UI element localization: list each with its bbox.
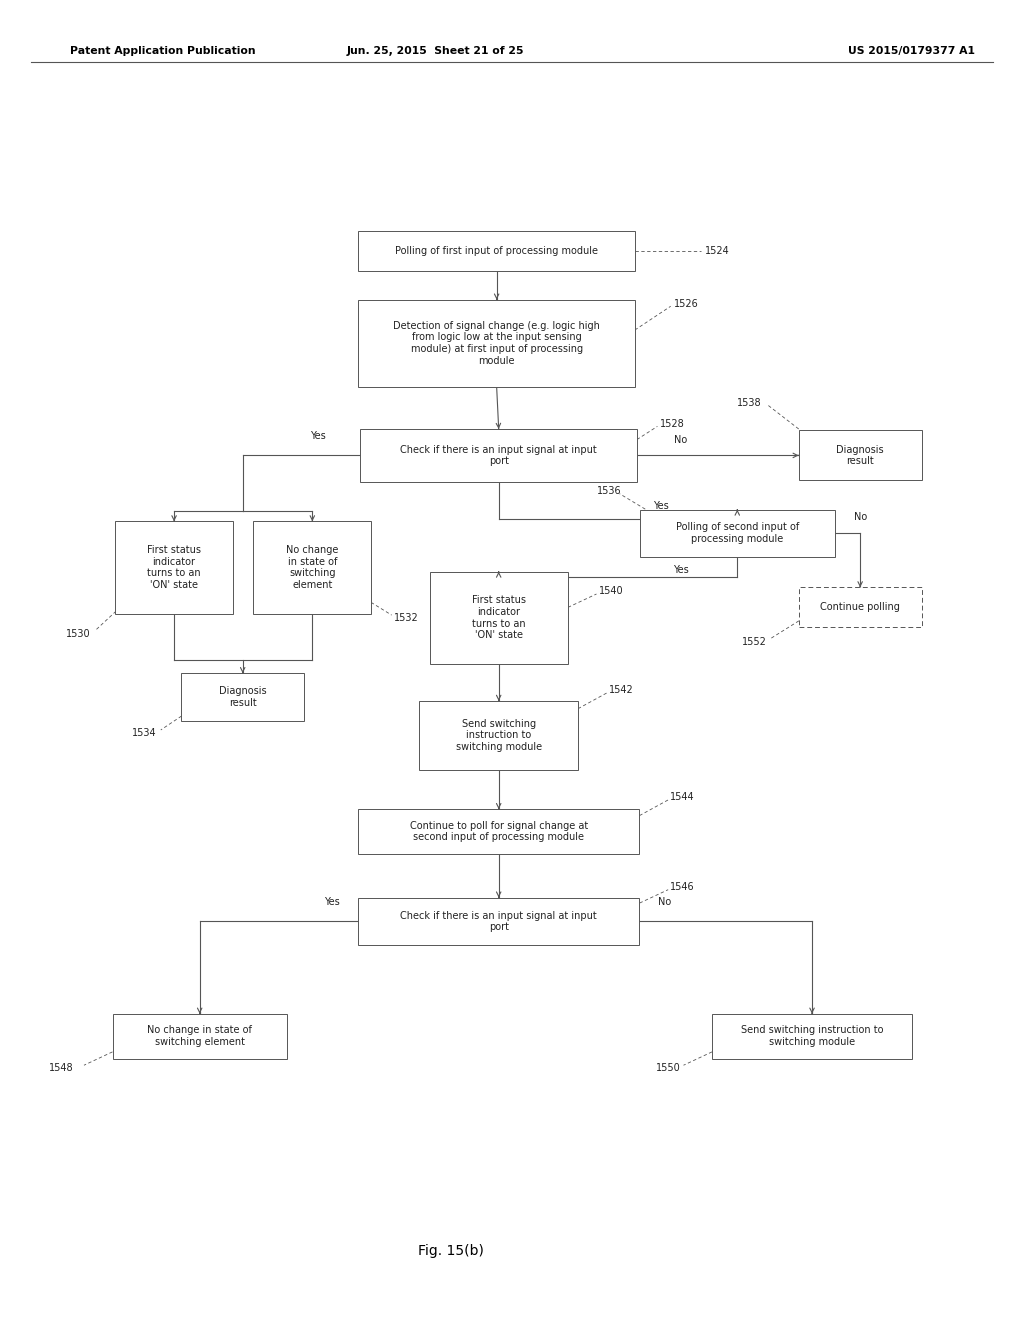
Bar <box>430 572 567 664</box>
Text: Fig. 15(b): Fig. 15(b) <box>418 1245 483 1258</box>
Text: 1524: 1524 <box>705 246 729 256</box>
Text: Check if there is an input signal at input
port: Check if there is an input signal at inp… <box>400 911 597 932</box>
Bar <box>358 231 635 271</box>
Text: 1530: 1530 <box>67 628 91 639</box>
Bar <box>358 898 639 945</box>
Bar <box>420 701 578 770</box>
Bar <box>181 673 304 721</box>
Bar <box>358 300 635 387</box>
Text: First status
indicator
turns to an
'ON' state: First status indicator turns to an 'ON' … <box>147 545 201 590</box>
Text: Yes: Yes <box>325 896 340 907</box>
Text: 1528: 1528 <box>659 418 684 429</box>
Bar <box>713 1014 912 1059</box>
Text: 1548: 1548 <box>49 1063 74 1073</box>
Text: Diagnosis
result: Diagnosis result <box>837 445 884 466</box>
Text: Detection of signal change (e.g. logic high
from logic low at the input sensing
: Detection of signal change (e.g. logic h… <box>393 321 600 366</box>
Text: Patent Application Publication: Patent Application Publication <box>70 46 255 57</box>
Text: Diagnosis
result: Diagnosis result <box>219 686 266 708</box>
Text: 1544: 1544 <box>671 792 695 803</box>
Text: No: No <box>658 896 672 907</box>
Bar <box>799 430 922 480</box>
Text: First status
indicator
turns to an
'ON' state: First status indicator turns to an 'ON' … <box>472 595 525 640</box>
Text: 1526: 1526 <box>674 298 698 309</box>
Text: 1536: 1536 <box>597 486 622 496</box>
Text: 1550: 1550 <box>655 1063 681 1073</box>
Text: Polling of first input of processing module: Polling of first input of processing mod… <box>395 246 598 256</box>
Text: No: No <box>854 512 866 523</box>
Text: 1540: 1540 <box>598 586 624 597</box>
Text: 1552: 1552 <box>742 636 767 647</box>
Bar <box>254 521 371 614</box>
Bar <box>360 429 637 482</box>
Text: Continue to poll for signal change at
second input of processing module: Continue to poll for signal change at se… <box>410 821 588 842</box>
Text: Yes: Yes <box>309 430 326 441</box>
Text: Yes: Yes <box>673 565 689 576</box>
Text: No change in state of
switching element: No change in state of switching element <box>147 1026 252 1047</box>
Text: 1542: 1542 <box>608 685 634 696</box>
Text: No change
in state of
switching
element: No change in state of switching element <box>286 545 339 590</box>
Text: 1532: 1532 <box>393 612 419 623</box>
Text: 1546: 1546 <box>671 882 695 892</box>
Bar <box>640 510 835 557</box>
Bar <box>358 809 639 854</box>
Bar <box>799 587 922 627</box>
Bar <box>116 521 233 614</box>
Text: Check if there is an input signal at input
port: Check if there is an input signal at inp… <box>400 445 597 466</box>
Text: Send switching
instruction to
switching module: Send switching instruction to switching … <box>456 718 542 752</box>
Text: US 2015/0179377 A1: US 2015/0179377 A1 <box>848 46 975 57</box>
Bar <box>113 1014 287 1059</box>
Text: 1538: 1538 <box>737 397 762 408</box>
Text: Jun. 25, 2015  Sheet 21 of 25: Jun. 25, 2015 Sheet 21 of 25 <box>346 46 524 57</box>
Text: 1534: 1534 <box>132 727 157 738</box>
Text: Continue polling: Continue polling <box>820 602 900 612</box>
Text: Polling of second input of
processing module: Polling of second input of processing mo… <box>676 523 799 544</box>
Text: Yes: Yes <box>652 500 669 511</box>
Text: No: No <box>675 434 687 445</box>
Text: Send switching instruction to
switching module: Send switching instruction to switching … <box>740 1026 884 1047</box>
